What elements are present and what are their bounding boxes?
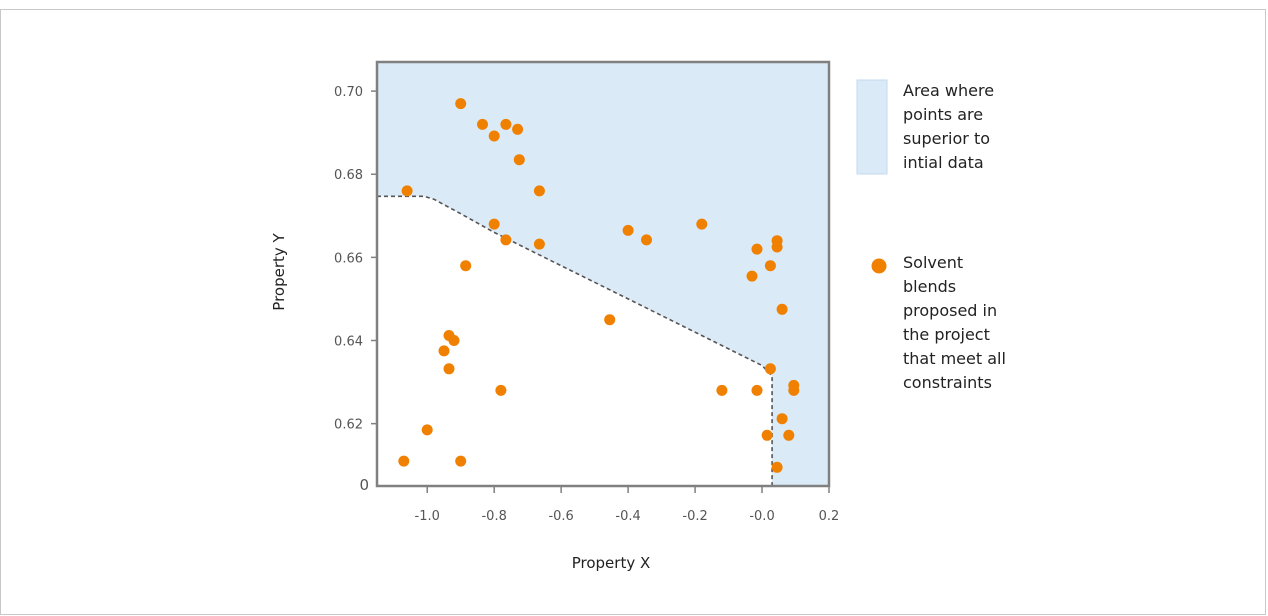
data-point bbox=[696, 218, 708, 230]
data-point bbox=[455, 455, 467, 467]
data-point bbox=[455, 98, 467, 110]
data-point bbox=[421, 424, 433, 436]
y-tick-label: 0.64 bbox=[334, 335, 363, 350]
legend-area-label: Area where bbox=[903, 81, 994, 100]
data-point bbox=[477, 118, 488, 130]
data-point bbox=[495, 384, 507, 396]
data-point bbox=[751, 384, 763, 396]
y-tick-label: 0.68 bbox=[334, 168, 363, 183]
x-tick-label: -0.4 bbox=[615, 509, 640, 524]
y-tick-label: 0.70 bbox=[334, 85, 363, 100]
x-tick-label: -0.0 bbox=[749, 509, 774, 524]
legend-area-label: intial data bbox=[903, 153, 984, 172]
boundary-line bbox=[377, 195, 773, 486]
data-point bbox=[604, 314, 616, 326]
legend-points-label: blends bbox=[903, 277, 956, 296]
x-tick-label: 0.2 bbox=[819, 509, 840, 524]
data-point bbox=[488, 218, 500, 230]
x-tick-label: -0.8 bbox=[481, 509, 506, 524]
legend-area-swatch bbox=[856, 79, 888, 175]
data-point bbox=[776, 413, 788, 425]
data-point bbox=[398, 455, 410, 467]
x-tick-label: -0.6 bbox=[548, 509, 573, 524]
x-axis-title: Property X bbox=[572, 554, 651, 572]
data-point bbox=[776, 303, 788, 315]
data-point bbox=[622, 224, 634, 236]
data-point bbox=[448, 335, 460, 346]
data-point bbox=[751, 243, 763, 255]
data-point bbox=[512, 123, 524, 135]
legend-points-label: the project bbox=[903, 325, 990, 344]
superior-region bbox=[377, 62, 829, 486]
y-tick-label: 0.66 bbox=[334, 251, 363, 266]
legend-area-label: points are bbox=[903, 105, 983, 124]
data-point bbox=[641, 234, 652, 246]
x-tick-label: -0.2 bbox=[682, 509, 707, 524]
legend-area-label: superior to bbox=[903, 129, 990, 148]
data-point bbox=[488, 130, 500, 142]
data-point bbox=[771, 241, 783, 253]
data-point bbox=[783, 429, 795, 441]
data-point bbox=[761, 429, 773, 441]
data-point bbox=[746, 270, 758, 282]
data-point bbox=[764, 260, 776, 272]
plot-area bbox=[377, 62, 829, 486]
data-point bbox=[716, 384, 728, 396]
legend-points-label: proposed in bbox=[903, 301, 997, 320]
plot-border bbox=[375, 60, 831, 488]
chart-frame bbox=[0, 9, 1266, 615]
axes: 0.62 0.64 0.66 0.68 0.70 0 -1.0 -0.8 -0.6 -0.4 -0.… bbox=[270, 60, 840, 572]
y-tick-label: 0.62 bbox=[334, 418, 363, 433]
data-point bbox=[513, 154, 525, 166]
data-point bbox=[771, 461, 783, 473]
data-point bbox=[788, 384, 800, 396]
data-point bbox=[764, 363, 776, 375]
data-point bbox=[443, 363, 455, 375]
legend-point-marker bbox=[871, 258, 887, 274]
data-point bbox=[460, 260, 472, 272]
legend-points-label: Solvent bbox=[903, 253, 963, 272]
data-point bbox=[533, 185, 545, 197]
data-point bbox=[401, 185, 413, 197]
data-point bbox=[438, 345, 450, 357]
legend-points-label: constraints bbox=[903, 373, 992, 392]
y-axis-title: Property Y bbox=[270, 232, 288, 310]
data-point bbox=[500, 118, 512, 130]
legend-points-label: that meet all bbox=[903, 349, 1006, 368]
y-origin-label: 0 bbox=[359, 476, 369, 494]
legend: Area where points are superior to intial da… bbox=[856, 79, 1006, 392]
data-point bbox=[533, 238, 545, 250]
data-point bbox=[500, 234, 512, 246]
x-tick-label: -1.0 bbox=[415, 509, 440, 524]
